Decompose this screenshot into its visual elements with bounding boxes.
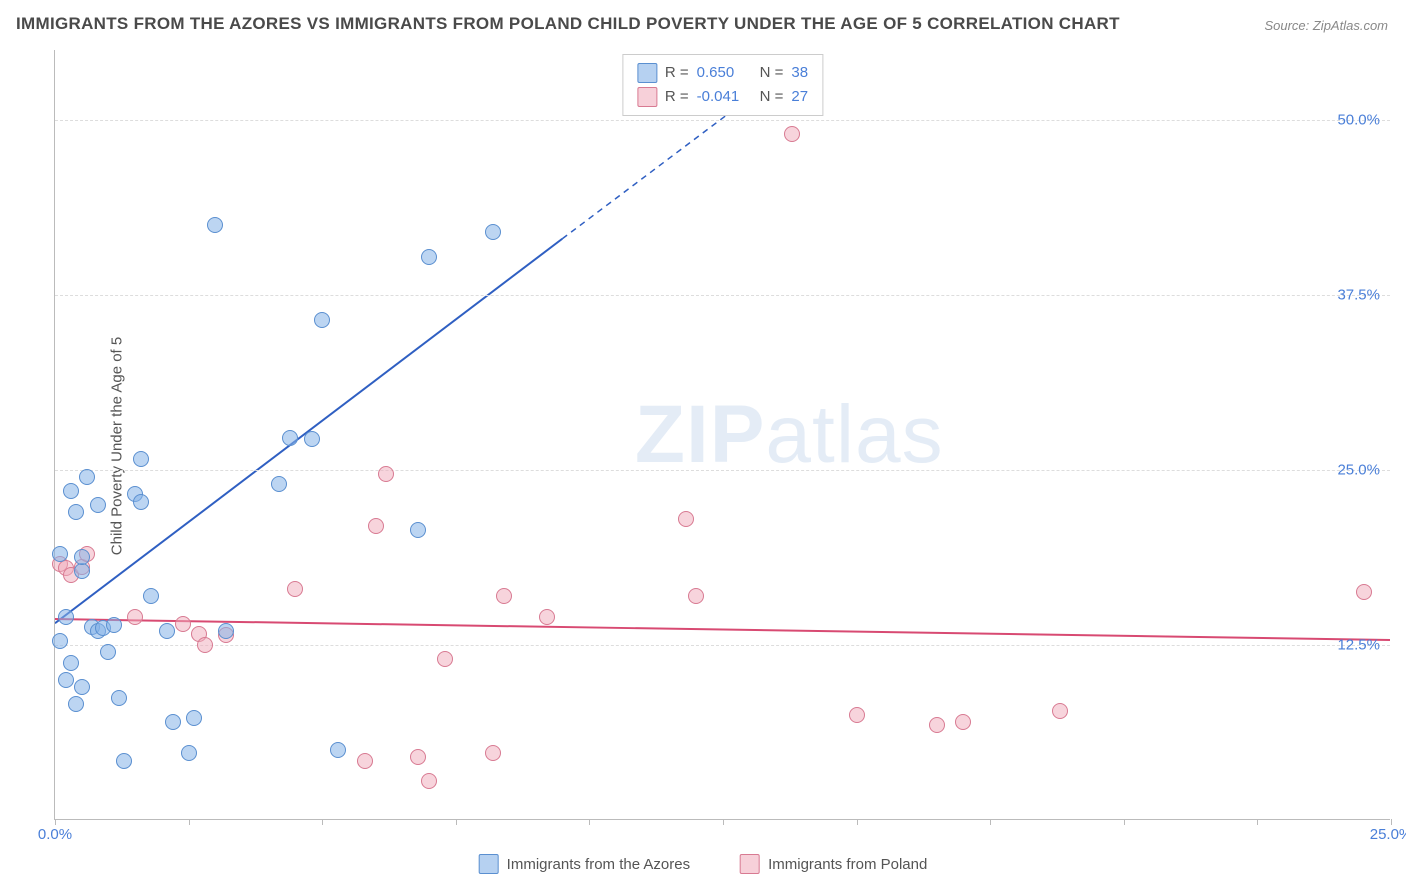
data-point [1356, 584, 1372, 600]
data-point [357, 753, 373, 769]
y-tick-label: 25.0% [1337, 462, 1380, 479]
data-point [485, 224, 501, 240]
swatch-blue-icon [479, 854, 499, 874]
data-point [52, 546, 68, 562]
x-tick-mark [456, 819, 457, 825]
x-tick-mark [55, 819, 56, 825]
x-tick-mark [1124, 819, 1125, 825]
y-tick-label: 37.5% [1337, 287, 1380, 304]
data-point [133, 451, 149, 467]
x-tick-mark [589, 819, 590, 825]
data-point [111, 690, 127, 706]
data-point [106, 617, 122, 633]
data-point [143, 588, 159, 604]
swatch-blue-icon [637, 63, 657, 83]
data-point [159, 623, 175, 639]
r-label: R = [665, 61, 689, 85]
data-point [496, 588, 512, 604]
data-point [74, 679, 90, 695]
r-value-azores: 0.650 [697, 61, 752, 85]
data-point [304, 431, 320, 447]
data-point [116, 753, 132, 769]
data-point [74, 563, 90, 579]
data-point [133, 494, 149, 510]
data-point [165, 714, 181, 730]
data-point [929, 717, 945, 733]
data-point [68, 504, 84, 520]
data-point [52, 633, 68, 649]
legend-item-poland: Immigrants from Poland [740, 854, 927, 874]
data-point [90, 497, 106, 513]
x-tick-label: 25.0% [1370, 826, 1406, 843]
data-point [539, 609, 555, 625]
n-value-poland: 27 [791, 85, 808, 109]
data-point [485, 745, 501, 761]
data-point [63, 655, 79, 671]
x-tick-label: 0.0% [38, 826, 72, 843]
watermark-rest: atlas [765, 389, 943, 480]
data-point [421, 773, 437, 789]
data-point [1052, 703, 1068, 719]
data-point [58, 672, 74, 688]
data-point [58, 609, 74, 625]
r-value-poland: -0.041 [697, 85, 752, 109]
watermark-bold: ZIP [635, 389, 766, 480]
legend-label-azores: Immigrants from the Azores [507, 856, 690, 873]
data-point [127, 609, 143, 625]
x-tick-mark [189, 819, 190, 825]
source-text: Source: ZipAtlas.com [1264, 18, 1388, 33]
data-point [287, 581, 303, 597]
x-tick-mark [857, 819, 858, 825]
data-point [437, 651, 453, 667]
data-point [197, 637, 213, 653]
bottom-legend: Immigrants from the Azores Immigrants fr… [479, 854, 928, 874]
data-point [271, 476, 287, 492]
data-point [314, 312, 330, 328]
watermark: ZIPatlas [635, 388, 944, 482]
data-point [175, 616, 191, 632]
data-point [688, 588, 704, 604]
data-point [74, 549, 90, 565]
x-tick-mark [1257, 819, 1258, 825]
data-point [368, 518, 384, 534]
plot-area: ZIPatlas R = 0.650 N = 38 R = -0.041 N =… [54, 50, 1390, 820]
data-point [784, 126, 800, 142]
x-tick-mark [1391, 819, 1392, 825]
n-label: N = [760, 85, 784, 109]
data-point [410, 522, 426, 538]
y-tick-label: 12.5% [1337, 637, 1380, 654]
data-point [63, 483, 79, 499]
data-point [282, 430, 298, 446]
x-tick-mark [990, 819, 991, 825]
data-point [330, 742, 346, 758]
data-point [181, 745, 197, 761]
n-label: N = [760, 61, 784, 85]
data-point [849, 707, 865, 723]
data-point [955, 714, 971, 730]
data-point [218, 623, 234, 639]
data-point [421, 249, 437, 265]
x-tick-mark [322, 819, 323, 825]
swatch-pink-icon [637, 87, 657, 107]
data-point [678, 511, 694, 527]
data-point [186, 710, 202, 726]
data-point [79, 469, 95, 485]
data-point [207, 217, 223, 233]
data-point [100, 644, 116, 660]
data-point [68, 696, 84, 712]
data-point [378, 466, 394, 482]
n-value-azores: 38 [791, 61, 808, 85]
x-tick-mark [723, 819, 724, 825]
data-point [410, 749, 426, 765]
y-tick-label: 50.0% [1337, 112, 1380, 129]
legend-label-poland: Immigrants from Poland [768, 856, 927, 873]
legend-item-azores: Immigrants from the Azores [479, 854, 690, 874]
chart-title: IMMIGRANTS FROM THE AZORES VS IMMIGRANTS… [16, 14, 1120, 34]
swatch-pink-icon [740, 854, 760, 874]
r-label: R = [665, 85, 689, 109]
chart-container: IMMIGRANTS FROM THE AZORES VS IMMIGRANTS… [0, 0, 1406, 892]
